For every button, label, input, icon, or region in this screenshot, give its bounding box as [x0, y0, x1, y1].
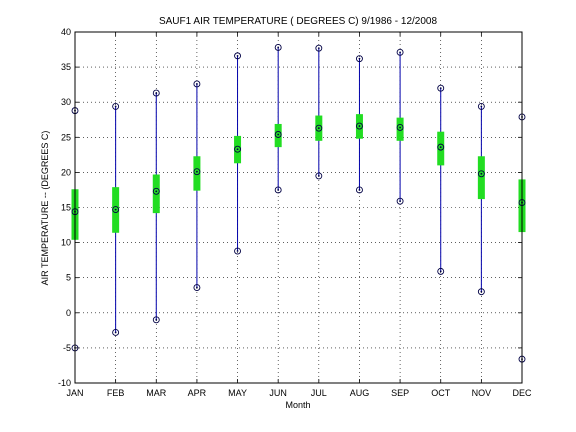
iqr-box	[152, 174, 160, 214]
max-marker-dot	[277, 46, 280, 49]
x-ticks: JAN FEB MAR APR MAY JUN JUL AUG SEP OCT NOV DEC	[66, 32, 532, 398]
max-marker-dot	[196, 83, 198, 85]
mean-marker-dot	[317, 127, 320, 130]
min-marker-dot	[114, 331, 117, 334]
y-tick-label: 40	[61, 27, 71, 37]
y-tick-label: 20	[61, 167, 71, 177]
y-tick-label: -5	[63, 343, 71, 353]
min-marker-dot	[439, 270, 442, 273]
max-marker	[396, 48, 404, 56]
mean-marker-dot	[155, 190, 158, 193]
x-tick-label: APR	[188, 388, 207, 398]
y-tick-label: 30	[61, 97, 71, 107]
x-tick-label: OCT	[431, 388, 451, 398]
x-tick-label: JAN	[66, 388, 83, 398]
y-axis-label: AIR TEMPERATURE -- (DEGREES C)	[40, 131, 50, 286]
min-marker	[193, 284, 201, 291]
mean-marker-dot	[480, 172, 483, 175]
min-marker-dot	[480, 290, 483, 293]
min-marker-dot	[358, 189, 361, 191]
mean-marker	[234, 145, 241, 153]
x-tick-label: SEP	[391, 388, 409, 398]
min-marker-dot	[277, 189, 280, 191]
min-marker	[437, 267, 445, 275]
y-ticks: -10 -5 0 5 10 15 20 25 30 35 40	[58, 27, 522, 388]
y-tick-label: 15	[61, 203, 71, 213]
max-marker-dot	[236, 54, 239, 57]
x-tick-label: JUN	[269, 388, 287, 398]
min-marker	[234, 247, 241, 255]
min-marker-dot	[196, 286, 198, 289]
mean-marker-dot	[277, 133, 280, 136]
iqr-box	[274, 123, 282, 148]
iqr-box	[437, 131, 445, 166]
min-marker	[356, 186, 363, 194]
min-marker-dot	[317, 175, 320, 177]
mean-marker-dot	[196, 170, 198, 173]
max-marker	[234, 52, 241, 60]
chart-title: SAUF1 AIR TEMPERATURE ( DEGREES C) 9/198…	[159, 16, 438, 27]
mean-marker-dot	[439, 146, 442, 149]
mean-marker	[112, 206, 120, 214]
max-marker	[437, 84, 445, 92]
mean-marker-dot	[399, 126, 401, 129]
min-marker-dot	[399, 200, 401, 203]
min-marker	[274, 186, 282, 194]
plot-background	[75, 32, 522, 383]
max-marker	[315, 44, 323, 52]
mean-marker	[193, 168, 201, 176]
iqr-box	[396, 117, 404, 141]
mean-marker	[396, 124, 404, 131]
mean-marker	[477, 170, 485, 178]
mean-marker-dot	[358, 125, 361, 127]
iqr-box	[193, 156, 201, 191]
max-marker	[477, 102, 485, 110]
x-tick-label: MAR	[146, 388, 167, 398]
min-marker-dot	[155, 318, 158, 321]
min-marker	[477, 288, 485, 296]
max-marker	[193, 80, 201, 88]
mean-marker	[437, 143, 445, 151]
mean-marker-dot	[236, 148, 239, 151]
y-tick-label: -10	[58, 378, 71, 388]
iqr-box	[477, 156, 485, 200]
x-tick-label: NOV	[472, 388, 492, 398]
mean-marker	[152, 187, 160, 195]
y-tick-label: 10	[61, 238, 71, 248]
mean-marker	[274, 131, 282, 138]
mean-marker	[315, 124, 323, 132]
x-tick-label: JUL	[311, 388, 327, 398]
y-tick-label: 35	[61, 62, 71, 72]
max-marker	[356, 55, 363, 63]
min-marker	[112, 329, 120, 336]
min-marker	[396, 197, 404, 205]
max-marker-dot	[155, 92, 158, 94]
x-tick-label: AUG	[350, 388, 370, 398]
max-marker-dot	[358, 57, 361, 60]
max-marker-dot	[399, 51, 401, 54]
y-tick-label: 0	[66, 308, 71, 318]
max-marker-dot	[480, 105, 483, 108]
min-marker-dot	[236, 250, 239, 252]
plot-frame	[74, 31, 523, 384]
min-marker	[315, 172, 323, 180]
max-marker	[112, 102, 120, 110]
max-marker-dot	[114, 105, 117, 108]
y-tick-label: 5	[66, 273, 71, 283]
x-tick-label: DEC	[512, 388, 532, 398]
max-marker-dot	[439, 87, 442, 90]
x-tick-label: MAY	[228, 388, 247, 398]
mean-marker-dot	[114, 208, 117, 211]
max-marker	[274, 43, 282, 51]
x-tick-label: FEB	[107, 388, 125, 398]
min-marker	[152, 316, 160, 324]
y-tick-label: 25	[61, 132, 71, 142]
mean-marker	[356, 122, 363, 130]
max-marker	[152, 89, 160, 97]
x-axis-label: Month	[285, 400, 310, 410]
max-marker-dot	[317, 47, 320, 50]
